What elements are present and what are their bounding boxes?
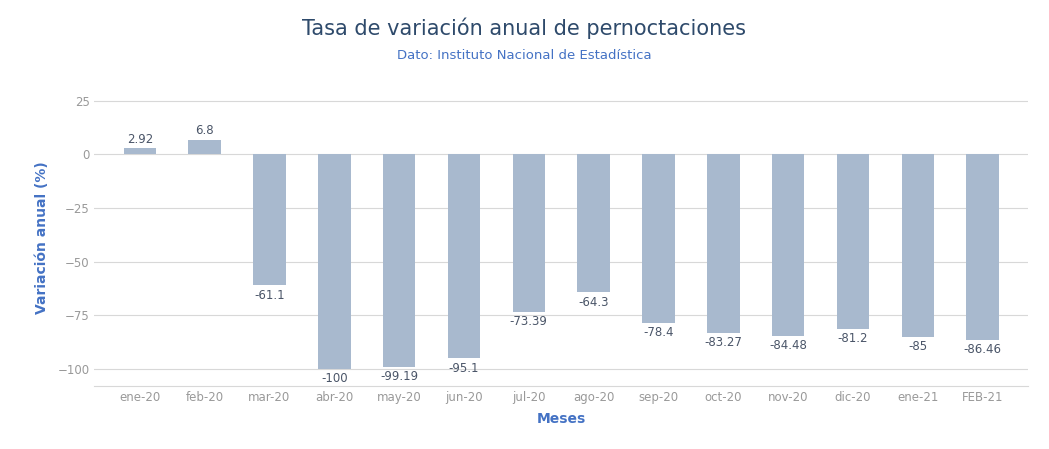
Text: -64.3: -64.3 [578,295,608,308]
Bar [577,154,609,292]
Text: 2.92: 2.92 [127,133,153,146]
Text: -83.27: -83.27 [704,336,743,349]
Text: 6.8: 6.8 [195,124,214,137]
Bar [513,154,545,312]
Bar [318,154,350,369]
Bar [837,154,870,329]
Text: -81.2: -81.2 [838,332,869,345]
Text: Tasa de variación anual de pernoctaciones: Tasa de variación anual de pernoctacione… [302,18,747,40]
Text: -84.48: -84.48 [769,339,807,352]
Bar [253,154,285,286]
Bar [189,140,221,154]
Bar [448,154,480,358]
Bar [642,154,675,322]
Text: -85: -85 [908,340,927,353]
Text: -86.46: -86.46 [964,343,1002,356]
Bar [707,154,740,333]
Text: -100: -100 [321,372,347,385]
Text: Dato: Instituto Nacional de Estadística: Dato: Instituto Nacional de Estadística [398,49,651,62]
Text: -73.39: -73.39 [510,315,548,328]
Text: -95.1: -95.1 [449,361,479,374]
Y-axis label: Variación anual (%): Variación anual (%) [35,162,49,314]
Text: -78.4: -78.4 [643,326,673,339]
Bar [901,154,934,337]
Bar [966,154,999,340]
Bar [124,148,156,154]
Text: -99.19: -99.19 [380,370,419,383]
Bar [772,154,805,336]
Text: -61.1: -61.1 [254,289,284,302]
Bar [383,154,415,367]
X-axis label: Meses: Meses [537,412,585,427]
